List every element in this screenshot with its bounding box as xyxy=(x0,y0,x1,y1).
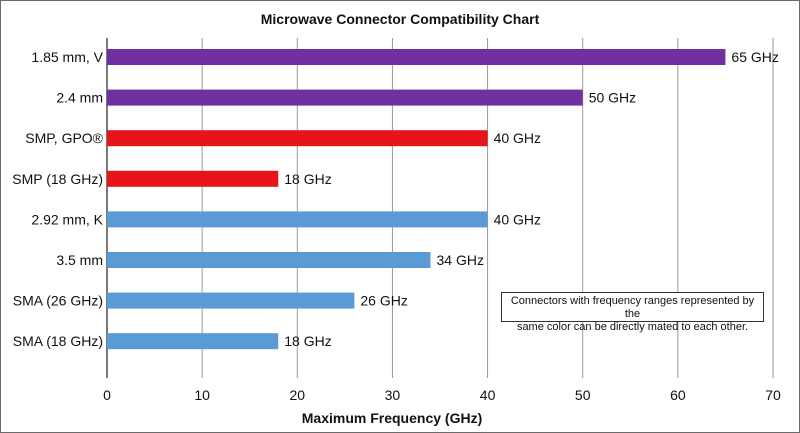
x-tick-label: 20 xyxy=(289,387,305,403)
value-label: 18 GHz xyxy=(284,333,331,349)
x-tick-label: 60 xyxy=(670,387,686,403)
x-axis-label: Maximum Frequency (GHz) xyxy=(302,410,482,426)
value-label: 50 GHz xyxy=(589,90,636,106)
value-label: 18 GHz xyxy=(284,171,331,187)
value-label: 26 GHz xyxy=(360,293,407,309)
x-tick-label: 40 xyxy=(480,387,496,403)
category-label: 3.5 mm xyxy=(56,252,103,268)
category-label: 2.4 mm xyxy=(56,90,103,106)
x-tick-label: 50 xyxy=(575,387,591,403)
category-label: SMA (26 GHz) xyxy=(13,293,103,309)
x-tick-label: 30 xyxy=(385,387,401,403)
category-label: SMP, GPO® xyxy=(25,130,103,146)
category-label: 1.85 mm, V xyxy=(31,49,103,65)
value-label: 40 GHz xyxy=(494,130,541,146)
x-tick-label: 70 xyxy=(765,387,781,403)
bar xyxy=(107,89,583,106)
value-label: 40 GHz xyxy=(494,211,541,227)
bar xyxy=(107,49,726,65)
annotation-line-2: same color can be directly mated to each… xyxy=(516,321,749,333)
x-tick-labels: 0 10 20 30 40 50 60 70 xyxy=(103,387,781,403)
x-tick-label: 10 xyxy=(194,387,210,403)
chart-title: Microwave Connector Compatibility Chart xyxy=(261,11,540,27)
category-labels: 1.85 mm, V 2.4 mm SMP, GPO® SMP (18 GHz) 2.9… xyxy=(12,49,103,349)
bar xyxy=(107,252,431,268)
category-label: 2.92 mm, K xyxy=(31,211,103,227)
bar xyxy=(107,292,355,309)
value-labels: 65 GHz 50 GHz 40 GHz 18 GHz 40 GHz 34 GHz 26 G… xyxy=(284,49,779,349)
annotation-box: Connectors with frequency ranges represe… xyxy=(501,292,764,333)
value-label: 65 GHz xyxy=(731,49,778,65)
bar xyxy=(107,333,279,350)
value-label: 34 GHz xyxy=(436,252,483,268)
bar xyxy=(107,211,488,228)
annotation-line-1: Connectors with frequency ranges represe… xyxy=(510,295,755,320)
bar xyxy=(107,130,488,147)
category-label: SMP (18 GHz) xyxy=(12,171,103,187)
bars xyxy=(107,49,726,350)
bar xyxy=(107,170,279,187)
category-label: SMA (18 GHz) xyxy=(13,333,103,349)
x-tick-label: 0 xyxy=(103,387,111,403)
